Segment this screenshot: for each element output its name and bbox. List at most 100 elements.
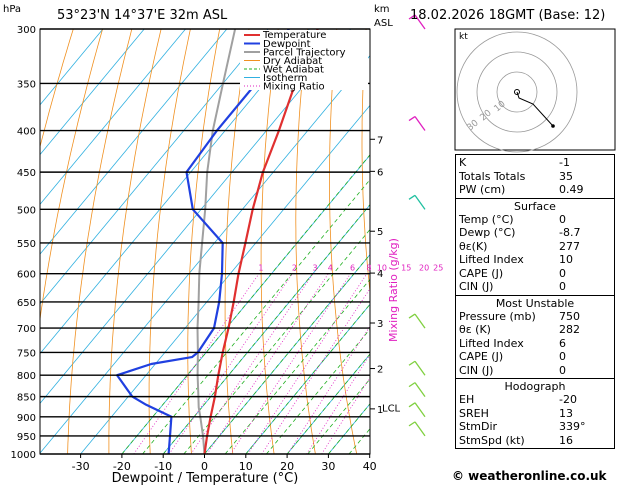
pressure-tick-label: 550 — [17, 239, 36, 250]
wind-barb-flag — [408, 421, 416, 427]
index-row: θε (K) 282 — [459, 323, 611, 337]
km-tick-label: 1 — [377, 405, 383, 416]
index-label: CAPE (J) — [459, 266, 504, 280]
mixing-ratio-line — [247, 273, 368, 454]
mixing-ratio-axis-label: Mixing Ratio (g/kg) — [387, 238, 400, 342]
location-title: 53°23'N 14°37'E 32m ASL — [57, 8, 228, 23]
index-row: CIN (J) 0 — [459, 364, 611, 378]
wind-barb — [408, 194, 426, 210]
index-value: 16 — [559, 433, 573, 447]
isotherm-line — [40, 29, 186, 205]
mixing-ratio-label: 6 — [350, 264, 355, 273]
hodograph-frame — [454, 28, 616, 151]
wind-barb-flag — [408, 360, 416, 366]
hpa-label: hPa — [3, 4, 21, 15]
index-label: CIN (J) — [459, 363, 494, 377]
index-label: θε (K) — [459, 323, 491, 336]
hodograph-ring — [456, 31, 578, 153]
km-tick-label: 3 — [377, 319, 383, 330]
index-value: -1 — [559, 156, 570, 169]
pressure-tick-label: 450 — [17, 168, 36, 179]
legend-dewpoint: Dewpoint — [263, 39, 311, 50]
temperature-tick-label: -30 — [72, 460, 90, 473]
index-label: EH — [459, 393, 475, 406]
hodograph-trace — [516, 91, 554, 127]
index-label: Totals Totals — [459, 169, 526, 183]
copyright-text: © weatheronline.co.uk — [452, 469, 607, 483]
index-row: Temp (°C) 0 — [459, 213, 611, 227]
mixing-ratio-label: 2 — [292, 264, 297, 273]
wind-barb-staff — [414, 14, 426, 30]
index-label: Temp (°C) — [459, 212, 514, 226]
index-row: Totals Totals 35 — [459, 170, 611, 184]
km-tick-label: 7 — [377, 135, 383, 146]
km-tick-label: 2 — [377, 365, 383, 376]
isotherm-line — [40, 29, 310, 355]
pressure-tick-label: 500 — [17, 205, 36, 216]
mixing-ratio-line — [261, 287, 370, 454]
wind-barb — [408, 313, 426, 329]
wet-adiabat-line — [328, 403, 370, 454]
mixing-ratio-label: 3 — [313, 264, 318, 273]
km-label: km — [374, 4, 390, 15]
wet-adiabat-line — [307, 378, 370, 454]
index-row: Lifted Index 10 — [459, 253, 611, 267]
legend-wet-adiabat: Wet Adiabat — [263, 65, 324, 76]
dewpoint-profile — [116, 29, 290, 454]
pressure-tick-label: 700 — [17, 324, 36, 335]
index-row: CAPE (J) 0 — [459, 267, 611, 281]
index-label: PW (cm) — [459, 183, 506, 196]
wind-barb-staff — [414, 421, 426, 437]
legend-mixing-ratio: Mixing Ratio — [263, 82, 325, 93]
hodograph-end-point — [551, 124, 555, 128]
wind-barb-flag — [408, 382, 416, 388]
pressure-tick-label: 750 — [17, 348, 36, 359]
wind-barb — [408, 116, 426, 131]
index-label: StmSpd (kt) — [459, 433, 525, 447]
mixing-ratio-labels: 1 2 3 4 6 8 10 15 20 25 — [258, 264, 443, 273]
temperature-tick-label: -10 — [154, 460, 172, 473]
index-value: 282 — [559, 323, 580, 336]
index-row: CIN (J) 0 — [459, 280, 611, 294]
asl-label: ASL — [374, 18, 393, 29]
index-row: Dewp (°C) -8.7 — [459, 226, 611, 240]
isotherm-line — [40, 29, 352, 405]
legend-parcel: Parcel Trajectory — [263, 48, 346, 59]
wind-barb-staff — [414, 116, 426, 131]
index-label: Lifted Index — [459, 336, 524, 350]
temperature-tick-label: 40 — [363, 460, 377, 473]
wind-barb-flag — [408, 116, 416, 122]
wind-barb — [408, 360, 426, 376]
pressure-tick-label: 300 — [17, 25, 36, 36]
mixing-ratio-label: 4 — [328, 264, 333, 273]
index-label: Pressure (mb) — [459, 309, 536, 323]
pressure-tick-label: 950 — [17, 432, 36, 443]
surface-box: Surface Temp (°C) 0 Dewp (°C) -8.7 θε(K) 277 L… — [455, 198, 615, 296]
legend-box — [240, 30, 368, 90]
pressure-tick-label: 350 — [17, 79, 36, 90]
index-row: SREH 13 — [459, 407, 611, 421]
legend-dry-adiabat: Dry Adiabat — [263, 56, 322, 67]
copyright[interactable]: © weatheronline.co.uk — [452, 469, 607, 483]
mixing-ratio-label: 1 — [258, 264, 263, 273]
hodograph: kt 10 20 30 — [454, 28, 616, 153]
hodograph-stats-title: Hodograph — [504, 380, 566, 393]
index-label: CAPE (J) — [459, 350, 504, 363]
index-value: 13 — [559, 406, 573, 420]
dry-adiabat-line — [394, 29, 440, 454]
index-value: 10 — [559, 253, 573, 266]
index-label: Lifted Index — [459, 253, 524, 266]
lcl-label: LCL — [382, 403, 401, 414]
pressure-tick-label: 850 — [17, 393, 36, 404]
pressure-tick-label: 900 — [17, 413, 36, 424]
dry-adiabat-line — [361, 29, 370, 296]
index-row: CAPE (J) 0 — [459, 350, 611, 364]
pressure-tick-label: 1000 — [11, 450, 36, 461]
wet-adiabat-line — [266, 328, 370, 454]
legend-temperature: Temperature — [262, 30, 326, 41]
mixing-ratio-label: 20 — [419, 264, 429, 273]
hodograph-stats-box: Hodograph EH -20 SREH 13 StmDir 339° StmSpd (k… — [455, 379, 615, 449]
index-value: 750 — [559, 309, 580, 323]
temperature-tick-label: 20 — [280, 460, 294, 473]
surface-title: Surface — [514, 199, 556, 213]
